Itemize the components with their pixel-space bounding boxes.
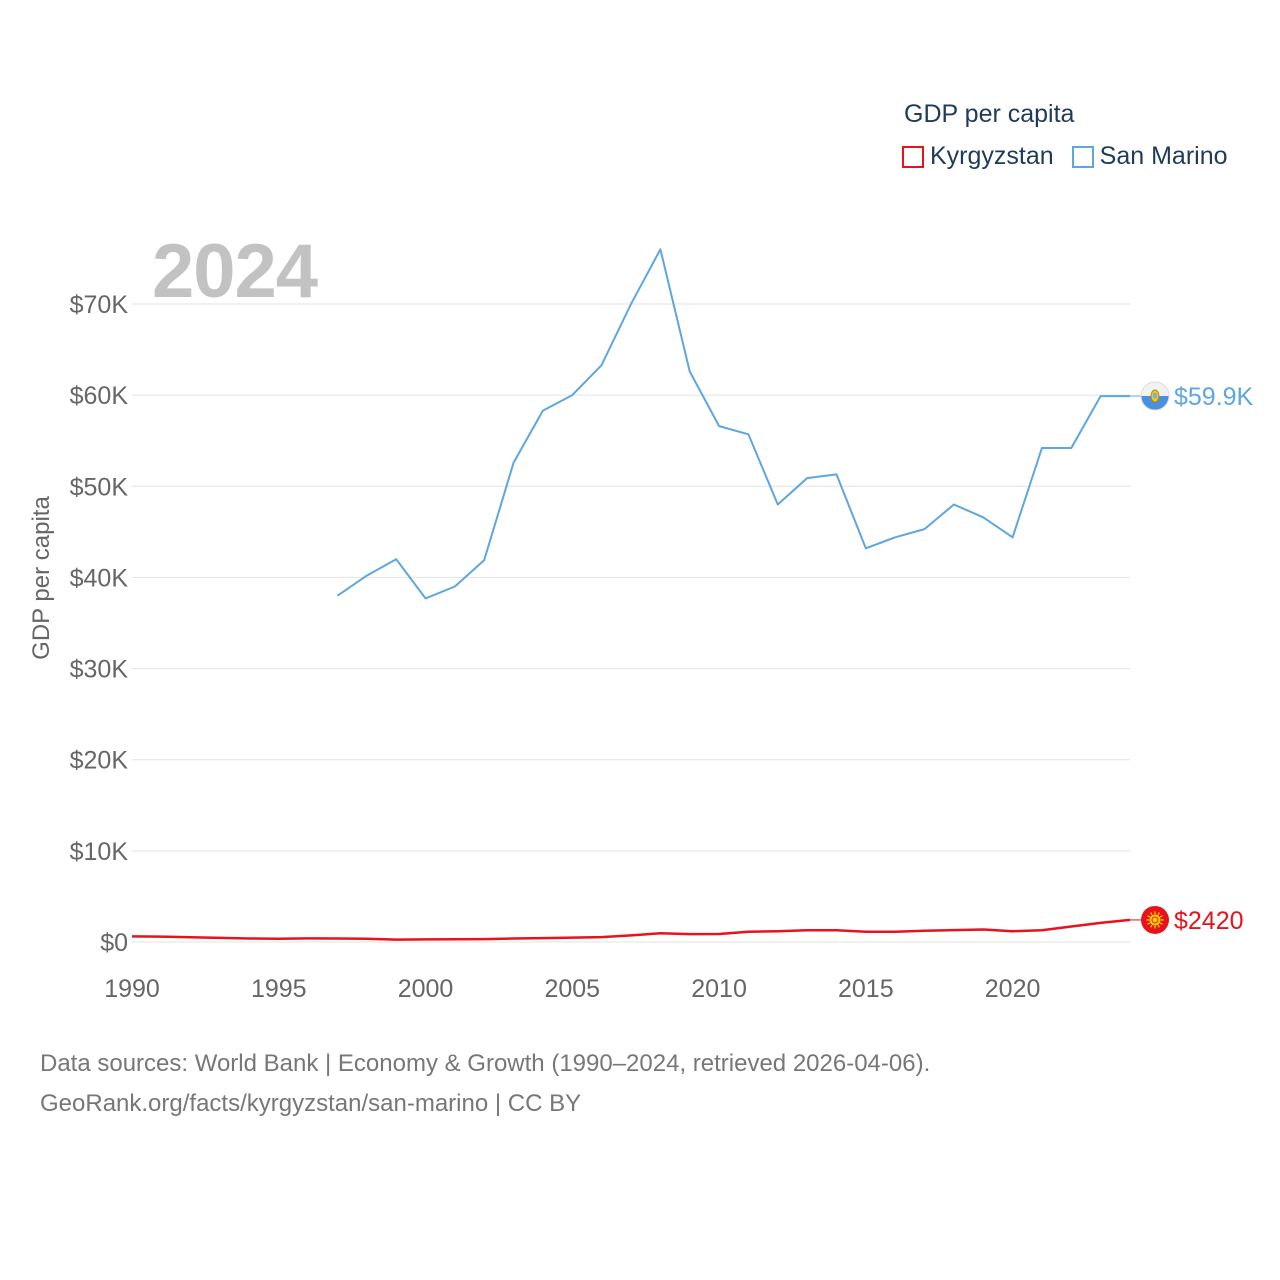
end-value-label-san-marino: $59.9K [1174,383,1254,411]
y-axis-ticks: $0 $10K $20K $30K $40K $50K $60K $70K [70,291,129,957]
x-tick-label: 2010 [691,975,747,1003]
y-tick-label: $30K [70,656,129,684]
y-tick-label: $10K [70,838,129,866]
x-tick-label: 1995 [251,975,307,1003]
series-line-san-marino [336,248,1130,600]
x-tick-label: 2020 [985,975,1041,1003]
source-url-text[interactable]: GeoRank.org/facts/kyrgyzstan/san-marino … [40,1090,582,1117]
legend-item-kyrgyzstan[interactable]: Kyrgyzstan [902,142,1054,171]
y-axis-label: GDP per capita [28,496,55,660]
x-axis-ticks: 1990 1995 2000 2005 2010 2015 2020 [104,975,1040,1003]
legend-title: GDP per capita [904,100,1075,128]
y-tick-label: $50K [70,473,129,501]
gridlines [132,303,1130,943]
y-tick-label: $70K [70,291,129,319]
legend-swatch-san-marino [1071,145,1094,168]
year-label: 2024 [152,229,318,314]
legend-swatch-kyrgyzstan [902,145,924,168]
legend-label-kyrgyzstan: Kyrgyzstan [930,142,1054,170]
y-tick-label: $20K [70,747,129,775]
kyrgyzstan-flag-icon [1141,905,1169,934]
y-tick-label: $40K [70,564,129,592]
x-tick-label: 1990 [104,975,160,1003]
y-tick-label: $0 [100,929,128,957]
end-value-label-kyrgyzstan: $2420 [1174,907,1244,935]
series-end-markers: $2420 $59.9K [1130,381,1254,935]
x-tick-label: 2005 [544,975,600,1003]
x-tick-label: 2000 [398,975,454,1003]
series-lines [131,248,1131,941]
x-tick-label: 2015 [838,975,894,1003]
legend-label-san-marino: San Marino [1099,142,1228,170]
series-line-kyrgyzstan [131,918,1131,941]
san-marino-flag-icon [1140,381,1170,411]
data-source-text: Data sources: World Bank | Economy & Gro… [40,1050,931,1077]
legend-item-san-marino[interactable]: San Marino [1071,142,1228,171]
footer: Data sources: World Bank | Economy & Gro… [40,1044,930,1124]
legend: Kyrgyzstan San Marino [902,142,1246,171]
y-tick-label: $60K [70,382,129,410]
